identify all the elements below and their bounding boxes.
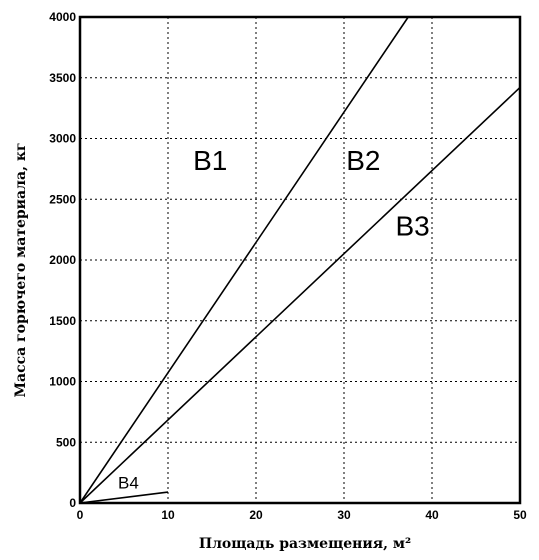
region-label: В1 (193, 145, 227, 176)
x-axis-label: Площадь размещения, м² (199, 536, 411, 552)
y-tick-label: 4000 (49, 10, 76, 24)
y-tick-label: 1000 (49, 375, 76, 389)
y-tick-labels: 0 500 1000 1500 2000 2500 3000 3500 4000 (49, 10, 76, 510)
y-tick-label: 500 (56, 435, 76, 449)
y-tick-label: 1500 (49, 314, 76, 328)
x-tick-label: 0 (77, 508, 84, 522)
y-tick-label: 3000 (49, 132, 76, 146)
boundary-line-1 (79, 16, 409, 504)
x-tick-label: 30 (337, 508, 351, 522)
x-tick-label: 10 (161, 508, 175, 522)
x-tick-label: 50 (513, 508, 527, 522)
region-label: В2 (346, 145, 380, 176)
plot-frame (78, 15, 522, 505)
series-lines (79, 16, 521, 504)
boundary-line-2 (79, 86, 521, 504)
y-tick-label: 0 (69, 496, 76, 510)
region-label: В4 (118, 473, 139, 492)
region-labels: В1 В2 В3 В4 (118, 145, 430, 492)
y-tick-label: 2000 (49, 253, 76, 267)
grid (80, 17, 520, 503)
boundary-line-3 (79, 491, 169, 504)
x-tick-label: 40 (425, 508, 439, 522)
region-label: В3 (396, 211, 430, 242)
y-axis-label: Масса горючего материала, кг (13, 142, 29, 397)
x-tick-label: 20 (249, 508, 263, 522)
x-tick-labels: 0 10 20 30 40 50 (77, 508, 527, 522)
y-tick-label: 3500 (49, 71, 76, 85)
y-tick-label: 2500 (49, 192, 76, 206)
